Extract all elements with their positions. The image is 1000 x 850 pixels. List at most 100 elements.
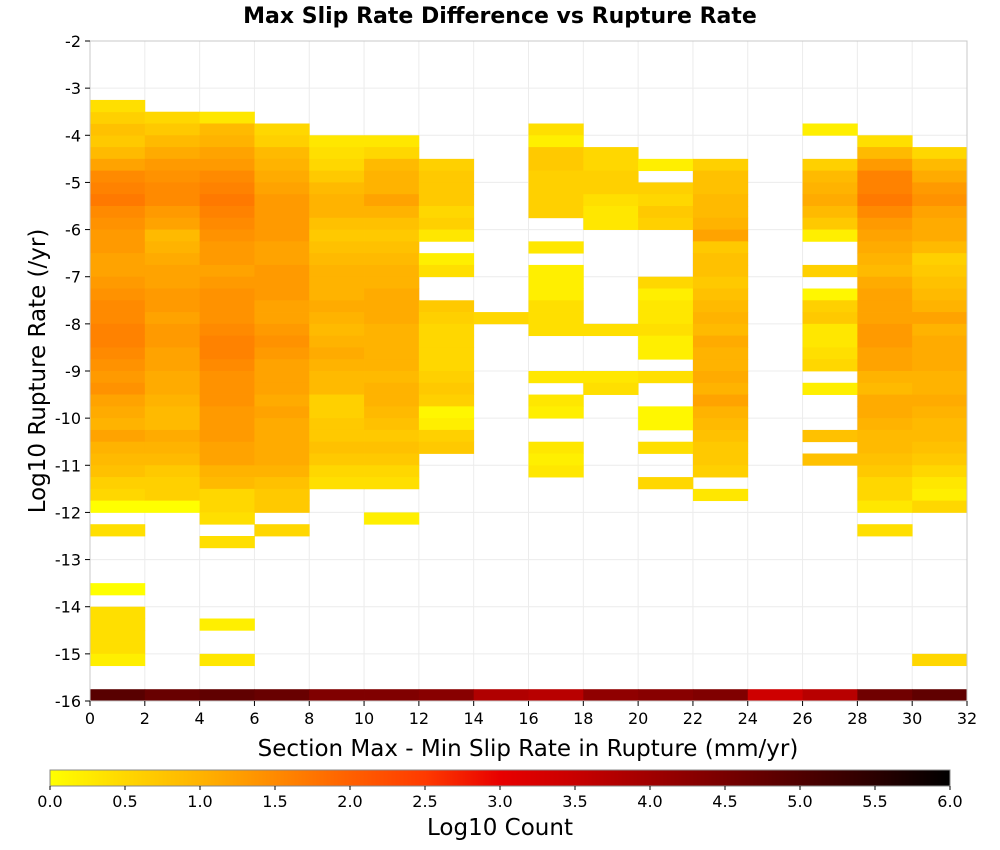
heatmap-cell [144, 264, 201, 278]
heatmap-cell [802, 123, 858, 136]
heatmap-cell [144, 288, 201, 301]
heatmap-cell [254, 123, 310, 136]
heatmap-cell [254, 323, 310, 337]
heatmap-cell [802, 382, 858, 395]
heatmap-cell [692, 418, 749, 431]
heatmap-cell [692, 441, 749, 454]
heatmap-cell [912, 276, 968, 289]
y-tick-label: -11 [55, 456, 81, 475]
heatmap-cell [528, 465, 584, 478]
heatmap-cell [90, 441, 146, 454]
heatmap-cell [638, 206, 694, 219]
heatmap-cell [364, 312, 420, 325]
y-tick-label: -9 [65, 362, 81, 381]
heatmap-cell [254, 500, 310, 513]
x-tick-label: 10 [354, 709, 374, 728]
heatmap-cell [857, 382, 913, 395]
heatmap-cell [857, 241, 913, 254]
y-tick-label: -15 [55, 645, 81, 664]
heatmap-cell [692, 206, 749, 219]
heatmap-cell [254, 335, 310, 348]
heatmap-cell [418, 312, 475, 325]
heatmap-cell [638, 418, 694, 431]
heatmap-cell [857, 441, 913, 454]
heatmap-cell [857, 194, 913, 207]
heatmap-cell [857, 488, 913, 502]
colorbar-ticks: 0.0 0.5 1.0 1.5 2.0 2.5 3.0 3.5 4.0 4.5 5.0 5.5 6.0 [37, 786, 963, 811]
heatmap-cell [583, 371, 639, 384]
heatmap-cell [364, 229, 420, 242]
heatmap-cell [309, 382, 365, 395]
heatmap-cell [802, 170, 858, 183]
colorbar-tick-label: 1.5 [262, 792, 287, 811]
heatmap-cell [90, 524, 146, 537]
heatmap-cell [364, 429, 420, 443]
heatmap-cell [199, 123, 255, 136]
heatmap-cell [802, 206, 858, 219]
heatmap-cell [254, 312, 310, 325]
heatmap-cell [199, 276, 255, 289]
y-tick-label: -12 [55, 503, 81, 522]
heatmap-cell [912, 347, 968, 360]
heatmap-cell [692, 194, 749, 207]
heatmap-cell [90, 276, 146, 289]
heatmap-cell [199, 264, 255, 278]
heatmap-cell [638, 406, 694, 419]
heatmap-cell [90, 630, 146, 643]
heatmap-cell [254, 465, 310, 478]
x-tick-label: 2 [140, 709, 150, 728]
heatmap-cell [857, 406, 913, 419]
heatmap-cell [692, 170, 749, 183]
heatmap-cell [857, 359, 913, 372]
heatmap-cell [254, 347, 310, 360]
heatmap-cell [309, 264, 365, 278]
heatmap-cell [199, 300, 255, 313]
heatmap-cell [364, 347, 420, 360]
heatmap-cell [144, 429, 201, 443]
heatmap-cell [144, 158, 201, 172]
y-tick-label: -2 [65, 32, 81, 51]
heatmap-cell [254, 158, 310, 172]
chart-title: Max Slip Rate Difference vs Rupture Rate [243, 4, 757, 29]
heatmap-cell [199, 500, 255, 513]
heatmap-cell [638, 312, 694, 325]
heatmap-cell [309, 194, 365, 207]
heatmap-cell [144, 241, 201, 254]
heatmap-cell [144, 170, 201, 183]
y-tick-label: -8 [65, 315, 81, 334]
y-tick-label: -4 [65, 126, 81, 145]
heatmap-cell [309, 241, 365, 254]
heatmap-cell [418, 689, 475, 701]
x-tick-label: 18 [573, 709, 593, 728]
x-tick-label: 28 [847, 709, 867, 728]
heatmap-cell [857, 206, 913, 219]
heatmap-cell [638, 194, 694, 207]
heatmap-cell [857, 465, 913, 478]
heatmap-cell [309, 300, 365, 313]
heatmap-cell [802, 689, 858, 701]
heatmap-cell [144, 217, 201, 230]
heatmap-cell [528, 241, 584, 254]
heatmap-cell [144, 300, 201, 313]
heatmap-cell [528, 264, 584, 278]
heatmap-cell [364, 465, 420, 478]
heatmap-cell [364, 241, 420, 254]
heatmap-cell [692, 288, 749, 301]
heatmap-cell [528, 170, 584, 183]
heatmap-cell [309, 135, 365, 148]
heatmap-cell [528, 300, 584, 313]
heatmap-cell [857, 524, 913, 537]
heatmap-cell [802, 312, 858, 325]
heatmap-cell [912, 147, 968, 160]
heatmap-cell [309, 347, 365, 360]
heatmap-cell [583, 382, 639, 395]
heatmap-cell [857, 418, 913, 431]
heatmap-cell [254, 488, 310, 502]
heatmap-cell [199, 618, 255, 631]
heatmap-cell [802, 229, 858, 242]
heatmap-cell [583, 689, 639, 701]
heatmap-cell [473, 312, 529, 325]
heatmap-cell [528, 406, 584, 419]
heatmap-cell [309, 477, 365, 490]
heatmap-cell [857, 135, 913, 148]
